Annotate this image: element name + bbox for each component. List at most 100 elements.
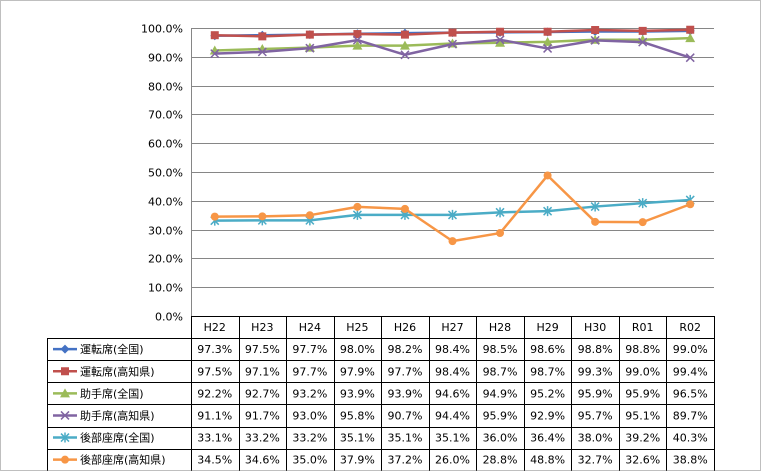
marker-x bbox=[210, 49, 220, 59]
marker-star bbox=[495, 207, 505, 218]
data-value-label: 93.9% bbox=[387, 387, 422, 400]
x-category-label: H23 bbox=[251, 321, 273, 334]
y-tick-label: 80.0% bbox=[148, 81, 183, 94]
data-value-label: 33.2% bbox=[245, 432, 280, 445]
data-value-label: 89.7% bbox=[673, 409, 708, 422]
data-value-label: 97.3% bbox=[197, 343, 232, 356]
data-value-label: 92.7% bbox=[245, 387, 280, 400]
data-value-label: 26.0% bbox=[435, 454, 470, 467]
marker-square bbox=[305, 30, 314, 39]
series-line bbox=[214, 174, 691, 243]
data-value-label: 28.8% bbox=[483, 454, 518, 467]
y-tick-label: 30.0% bbox=[148, 225, 183, 238]
data-value-label: 32.7% bbox=[578, 454, 613, 467]
x-category-label: H29 bbox=[536, 321, 558, 334]
data-value-label: 40.3% bbox=[673, 432, 708, 445]
marker-triangle bbox=[209, 45, 220, 55]
x-category-label: H28 bbox=[489, 321, 511, 334]
data-value-label: 97.7% bbox=[387, 365, 422, 378]
data-value-label: 35.1% bbox=[435, 432, 470, 445]
marker-circle bbox=[448, 237, 457, 246]
data-value-label: 34.6% bbox=[245, 454, 280, 467]
data-value-label: 32.6% bbox=[625, 454, 660, 467]
marker-star bbox=[60, 432, 70, 443]
marker-x bbox=[352, 35, 362, 45]
data-value-label: 37.2% bbox=[387, 454, 422, 467]
data-value-label: 92.9% bbox=[530, 409, 565, 422]
data-value-label: 98.5% bbox=[483, 343, 518, 356]
x-category-label: H27 bbox=[441, 321, 463, 334]
y-tick-label: 90.0% bbox=[148, 52, 183, 65]
data-value-label: 38.8% bbox=[673, 454, 708, 467]
data-value-label: 93.0% bbox=[292, 409, 327, 422]
y-tick-label: 0.0% bbox=[155, 311, 183, 324]
data-value-label: 35.1% bbox=[340, 432, 375, 445]
data-value-label: 92.2% bbox=[197, 387, 232, 400]
x-category-label: H25 bbox=[346, 321, 368, 334]
marker-x bbox=[685, 53, 695, 63]
marker-x bbox=[447, 39, 458, 49]
marker-triangle bbox=[399, 40, 410, 50]
data-table: H22 H23 H24 H25 H26 H27 H28 H29 H30 R01 R02 運転席(全国)… bbox=[47, 316, 715, 471]
marker-square bbox=[496, 27, 505, 36]
series-5 bbox=[210, 171, 695, 246]
data-value-label: 90.7% bbox=[387, 409, 422, 422]
data-value-label: 99.0% bbox=[673, 343, 708, 356]
x-category-label: R01 bbox=[632, 321, 654, 334]
legend-series-name: 運転席(全国) bbox=[80, 342, 144, 356]
x-category-label: H30 bbox=[584, 321, 606, 334]
data-value-label: 48.8% bbox=[530, 454, 565, 467]
marker-x bbox=[60, 410, 70, 420]
data-value-label: 99.0% bbox=[625, 365, 660, 378]
marker-circle bbox=[353, 202, 362, 211]
marker-triangle bbox=[60, 388, 70, 398]
data-value-label: 97.7% bbox=[292, 365, 327, 378]
data-value-label: 97.5% bbox=[245, 343, 280, 356]
data-value-label: 98.2% bbox=[387, 343, 422, 356]
marker-circle bbox=[305, 211, 314, 220]
y-tick-label: 20.0% bbox=[148, 253, 183, 266]
gridlines bbox=[191, 28, 714, 317]
x-category-label: R02 bbox=[679, 321, 701, 334]
data-value-label: 91.7% bbox=[245, 409, 280, 422]
data-value-label: 34.5% bbox=[197, 454, 232, 467]
data-value-label: 94.4% bbox=[435, 409, 470, 422]
marker-square bbox=[400, 30, 409, 39]
y-tick-label: 10.0% bbox=[148, 282, 183, 295]
data-value-label: 95.8% bbox=[340, 409, 375, 422]
legend-series-name: 運転席(高知県) bbox=[80, 364, 155, 378]
marker-triangle bbox=[542, 36, 553, 46]
marker-square bbox=[61, 367, 69, 376]
series-lines bbox=[209, 25, 696, 246]
series-1 bbox=[210, 25, 695, 41]
data-value-label: 99.4% bbox=[673, 365, 708, 378]
data-value-label: 33.2% bbox=[292, 432, 327, 445]
marker-triangle bbox=[495, 37, 506, 47]
data-value-label: 95.2% bbox=[530, 387, 565, 400]
data-value-label: 97.1% bbox=[245, 365, 280, 378]
data-value-label: 38.0% bbox=[578, 432, 613, 445]
data-value-label: 98.0% bbox=[340, 343, 375, 356]
data-value-label: 95.9% bbox=[578, 387, 613, 400]
data-value-label: 98.7% bbox=[530, 365, 565, 378]
data-value-label: 98.4% bbox=[435, 365, 470, 378]
x-category-label: H22 bbox=[204, 321, 226, 334]
marker-x bbox=[543, 43, 553, 53]
marker-square bbox=[353, 30, 362, 39]
marker-circle bbox=[686, 200, 695, 209]
marker-x bbox=[590, 35, 600, 45]
marker-star bbox=[447, 209, 458, 220]
data-value-label: 98.8% bbox=[578, 343, 613, 356]
data-value-label: 95.1% bbox=[625, 409, 660, 422]
marker-x bbox=[638, 37, 648, 47]
data-value-label: 93.2% bbox=[292, 387, 327, 400]
series-3 bbox=[210, 35, 695, 63]
data-value-label: 35.1% bbox=[387, 432, 422, 445]
data-value-label: 91.1% bbox=[197, 409, 232, 422]
data-value-label: 98.4% bbox=[435, 343, 470, 356]
data-value-label: 39.2% bbox=[625, 432, 660, 445]
data-value-label: 33.1% bbox=[197, 432, 232, 445]
data-value-label: 94.9% bbox=[483, 387, 518, 400]
